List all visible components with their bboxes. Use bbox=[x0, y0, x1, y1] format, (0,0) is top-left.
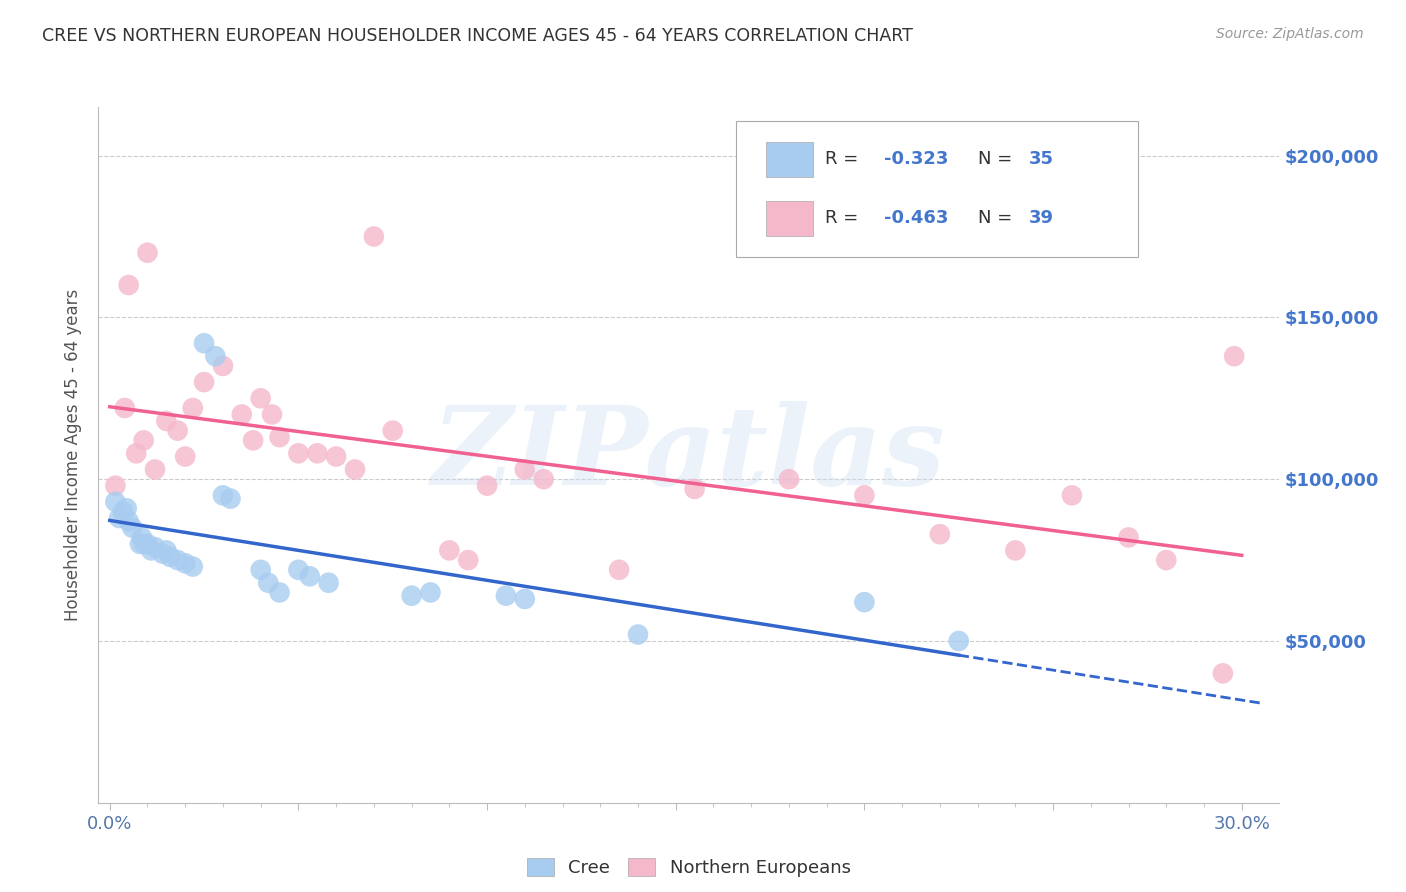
Point bbox=[287, 446, 309, 460]
Point bbox=[132, 537, 155, 551]
Point bbox=[166, 424, 188, 438]
Point bbox=[1060, 488, 1083, 502]
Point bbox=[166, 553, 188, 567]
Text: R =: R = bbox=[825, 210, 863, 227]
Point bbox=[155, 543, 177, 558]
Point bbox=[131, 531, 153, 545]
Point bbox=[159, 549, 181, 564]
Point bbox=[136, 537, 159, 551]
Text: ZIPatlas: ZIPatlas bbox=[432, 401, 946, 508]
Point bbox=[108, 511, 131, 525]
FancyBboxPatch shape bbox=[737, 121, 1137, 257]
Point bbox=[143, 462, 166, 476]
FancyBboxPatch shape bbox=[766, 142, 813, 177]
Text: -0.323: -0.323 bbox=[884, 150, 948, 169]
Point bbox=[121, 521, 143, 535]
Point bbox=[363, 229, 385, 244]
Point bbox=[439, 543, 461, 558]
Point bbox=[475, 478, 498, 492]
Point bbox=[419, 585, 441, 599]
Point bbox=[260, 408, 283, 422]
Point bbox=[533, 472, 555, 486]
Point bbox=[853, 488, 876, 502]
Point bbox=[104, 478, 127, 492]
FancyBboxPatch shape bbox=[766, 201, 813, 235]
Point bbox=[115, 501, 138, 516]
Point bbox=[298, 569, 321, 583]
Point bbox=[132, 434, 155, 448]
Point bbox=[212, 359, 235, 373]
Point bbox=[129, 537, 152, 551]
Point bbox=[152, 547, 174, 561]
Point bbox=[141, 543, 163, 558]
Point bbox=[181, 401, 204, 415]
Point bbox=[257, 575, 280, 590]
Point bbox=[269, 430, 291, 444]
Point bbox=[307, 446, 329, 460]
Point bbox=[136, 245, 159, 260]
Point bbox=[104, 495, 127, 509]
Point bbox=[219, 491, 242, 506]
Point bbox=[495, 589, 517, 603]
Y-axis label: Householder Income Ages 45 - 64 years: Householder Income Ages 45 - 64 years bbox=[65, 289, 83, 621]
Text: -0.463: -0.463 bbox=[884, 210, 948, 227]
Point bbox=[117, 278, 139, 293]
Text: 39: 39 bbox=[1029, 210, 1054, 227]
Text: Source: ZipAtlas.com: Source: ZipAtlas.com bbox=[1216, 27, 1364, 41]
Point bbox=[513, 462, 536, 476]
Text: R =: R = bbox=[825, 150, 863, 169]
Legend: Cree, Northern Europeans: Cree, Northern Europeans bbox=[520, 850, 858, 884]
Point bbox=[143, 540, 166, 554]
Point bbox=[242, 434, 264, 448]
Text: 35: 35 bbox=[1029, 150, 1054, 169]
Point bbox=[457, 553, 479, 567]
Point bbox=[125, 446, 148, 460]
Point bbox=[318, 575, 340, 590]
Point bbox=[928, 527, 950, 541]
Text: N =: N = bbox=[979, 210, 1018, 227]
Point bbox=[249, 563, 271, 577]
Point bbox=[111, 504, 134, 518]
Point bbox=[607, 563, 630, 577]
Point bbox=[212, 488, 235, 502]
Point bbox=[343, 462, 366, 476]
Point bbox=[948, 634, 970, 648]
Point bbox=[513, 591, 536, 606]
Point bbox=[627, 627, 650, 641]
Point bbox=[269, 585, 291, 599]
Point bbox=[114, 401, 136, 415]
Point bbox=[853, 595, 876, 609]
Point bbox=[1004, 543, 1026, 558]
Point bbox=[1212, 666, 1234, 681]
Point bbox=[231, 408, 253, 422]
Point bbox=[381, 424, 404, 438]
Text: N =: N = bbox=[979, 150, 1018, 169]
Point bbox=[174, 557, 197, 571]
Point bbox=[325, 450, 347, 464]
Point bbox=[174, 450, 197, 464]
Text: CREE VS NORTHERN EUROPEAN HOUSEHOLDER INCOME AGES 45 - 64 YEARS CORRELATION CHAR: CREE VS NORTHERN EUROPEAN HOUSEHOLDER IN… bbox=[42, 27, 912, 45]
Point bbox=[1118, 531, 1140, 545]
Point bbox=[181, 559, 204, 574]
Point bbox=[778, 472, 800, 486]
Point bbox=[193, 375, 215, 389]
Point bbox=[1223, 349, 1246, 363]
Point bbox=[1154, 553, 1177, 567]
Point bbox=[204, 349, 226, 363]
Point bbox=[193, 336, 215, 351]
Point bbox=[287, 563, 309, 577]
Point bbox=[401, 589, 423, 603]
Point bbox=[155, 414, 177, 428]
Point bbox=[117, 514, 139, 528]
Point bbox=[249, 392, 271, 406]
Point bbox=[683, 482, 706, 496]
